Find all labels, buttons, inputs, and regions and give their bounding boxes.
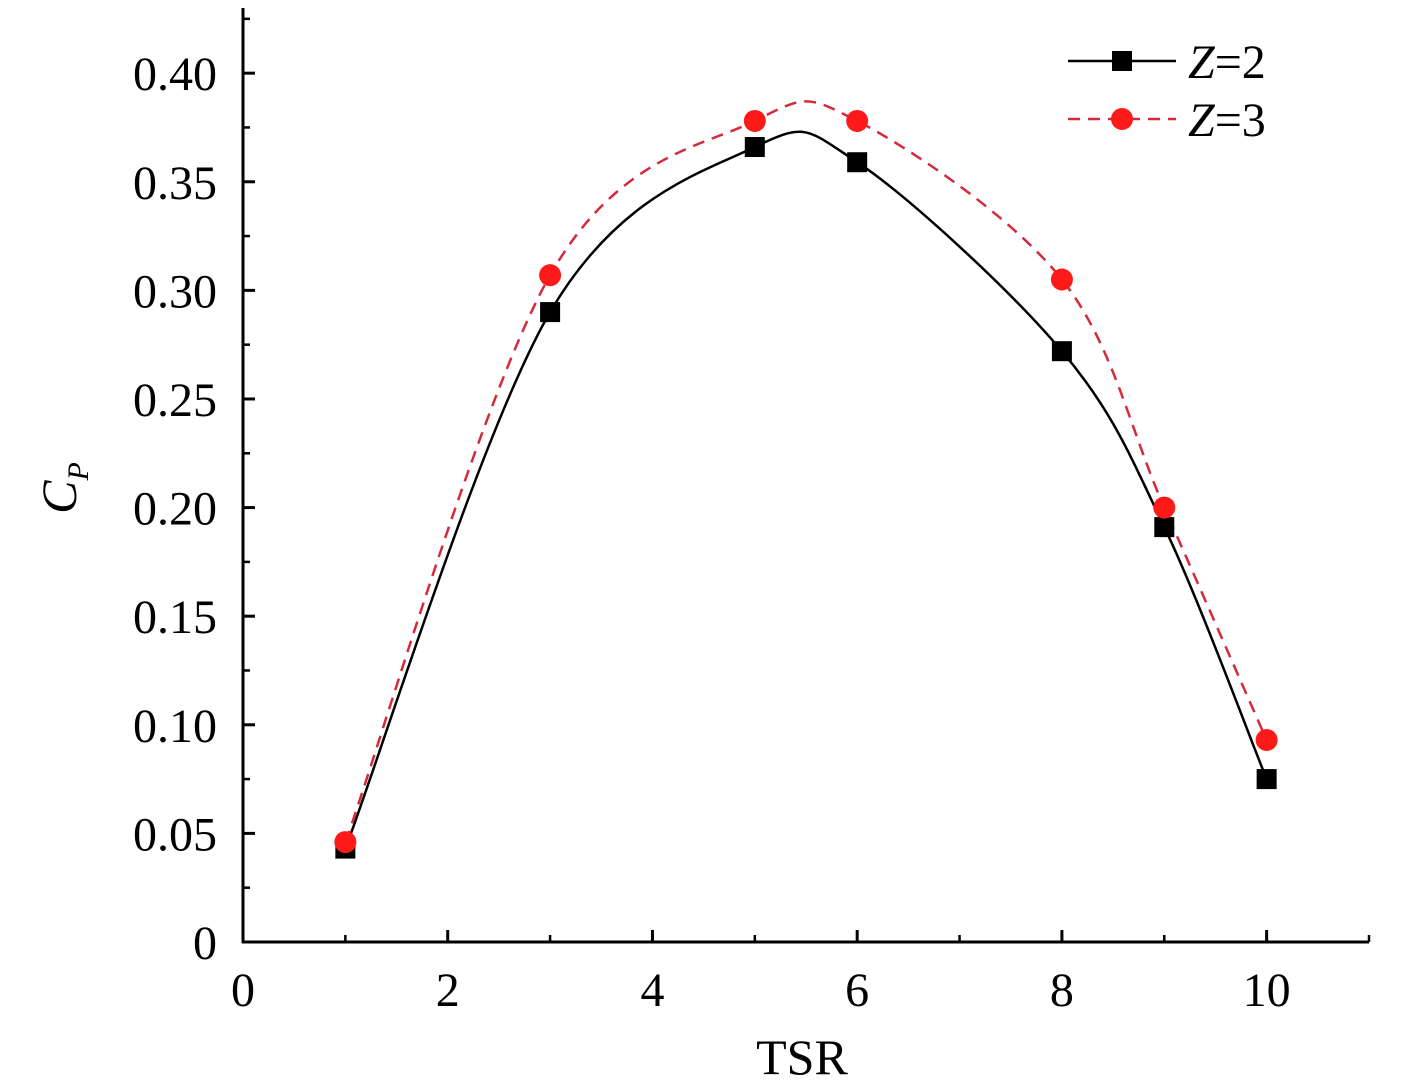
x-tick-label: 10 [1243, 964, 1291, 1017]
y-axis-title-subscript: P [62, 462, 95, 481]
y-axis-title-main: C [31, 480, 87, 514]
legend: Z=2 Z=3 [1068, 36, 1266, 147]
y-tick-label: 0.15 [133, 591, 217, 644]
y-tick-label: 0.05 [133, 808, 217, 861]
x-tick-label: 2 [436, 964, 460, 1017]
point-z2 [1256, 769, 1277, 790]
point-z2 [847, 152, 868, 173]
legend-label-z2-rest: =2 [1215, 36, 1266, 89]
point-z3 [846, 109, 869, 132]
y-tick-label: 0 [193, 917, 217, 970]
legend-marker-z3 [1111, 108, 1133, 130]
y-tick-label: 0.30 [133, 265, 217, 318]
legend-label-z2: Z=2 [1188, 36, 1266, 89]
point-z3 [334, 831, 357, 854]
legend-marker-z2 [1112, 51, 1132, 71]
legend-label-z2-italic: Z [1188, 36, 1216, 89]
y-axis-title: CP [31, 462, 95, 514]
legend-label-z3-rest: =3 [1215, 94, 1266, 147]
point-z2 [744, 137, 765, 158]
x-tick-label: 8 [1050, 964, 1074, 1017]
point-z2 [1051, 341, 1072, 362]
point-z2 [1154, 517, 1175, 538]
y-tick-label: 0.10 [133, 700, 217, 753]
point-z3 [539, 264, 562, 287]
series [334, 100, 1278, 859]
x-tick-label: 4 [640, 964, 664, 1017]
y-tick-label: 0.40 [133, 48, 217, 101]
y-tick-label: 0.35 [133, 157, 217, 210]
axes [241, 8, 1369, 944]
point-z2 [540, 302, 561, 323]
x-axis-title: TSR [756, 1029, 848, 1082]
series-line-z3 [344, 100, 1268, 843]
legend-label-z3: Z=3 [1188, 94, 1266, 147]
point-z3 [1050, 268, 1073, 291]
ticks [241, 17, 1371, 944]
legend-label-z3-italic: Z [1188, 94, 1216, 147]
tick-labels: 0 2 4 6 8 10 0 0.05 0.10 0.15 0.20 0.25 0.30 0.35 0.40 [133, 48, 1291, 1017]
y-tick-label: 0.25 [133, 374, 217, 427]
point-z3 [1255, 728, 1278, 751]
y-tick-label: 0.20 [133, 483, 217, 536]
x-tick-label: 6 [845, 964, 869, 1017]
point-z3 [743, 109, 766, 132]
x-tick-label: 0 [231, 964, 255, 1017]
series-line-z2 [344, 130, 1268, 850]
point-z3 [1153, 496, 1176, 519]
